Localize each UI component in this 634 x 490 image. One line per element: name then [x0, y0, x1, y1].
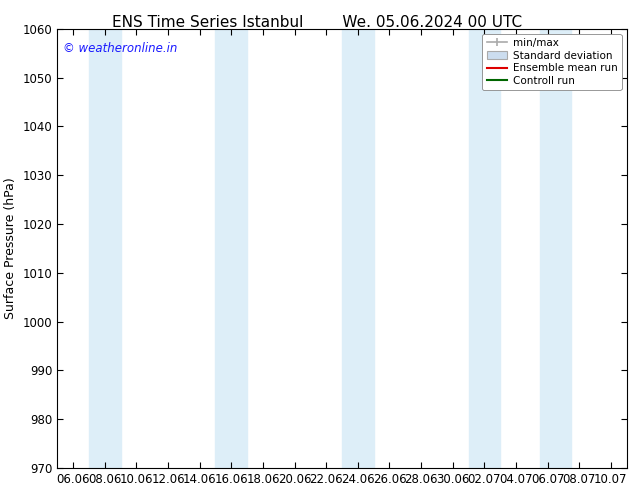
Bar: [342, 29, 373, 468]
Text: © weatheronline.in: © weatheronline.in: [63, 42, 178, 55]
Bar: [540, 29, 571, 468]
Y-axis label: Surface Pressure (hPa): Surface Pressure (hPa): [4, 177, 17, 319]
Legend: min/max, Standard deviation, Ensemble mean run, Controll run: min/max, Standard deviation, Ensemble me…: [482, 34, 621, 90]
Bar: [89, 29, 120, 468]
Text: ENS Time Series Istanbul        We. 05.06.2024 00 UTC: ENS Time Series Istanbul We. 05.06.2024 …: [112, 15, 522, 30]
Bar: [216, 29, 247, 468]
Bar: [469, 29, 500, 468]
